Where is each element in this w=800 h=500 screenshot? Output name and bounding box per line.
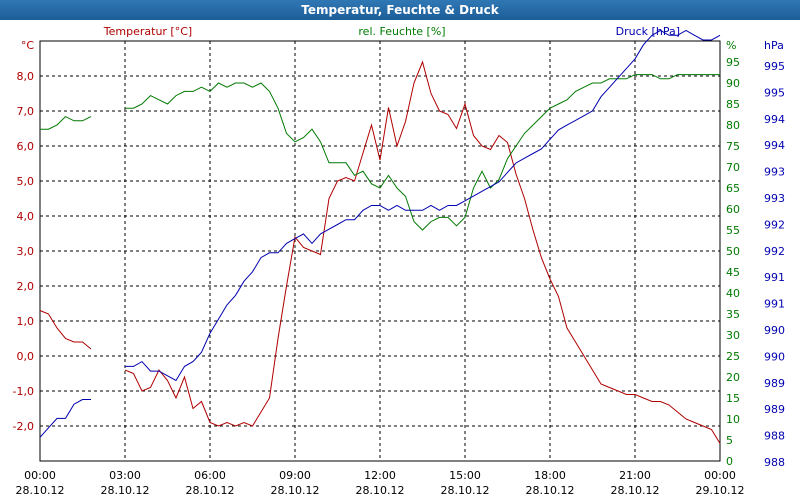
x-tick-date: 28.10.12 [526,484,575,497]
x-tick-time: 00:00 [24,469,56,482]
temp-tick-label: 8,0 [17,70,35,83]
hum-series-line [125,74,720,231]
hum-tick-label: 45 [726,266,740,279]
temp-tick-label: 7,0 [17,105,35,118]
hum-tick-label: 55 [726,224,740,237]
hum-tick-label: 65 [726,182,740,195]
x-tick-date: 28.10.12 [611,484,660,497]
hum-tick-label: 75 [726,140,740,153]
x-tick-time: 15:00 [449,469,481,482]
press-tick-label: 993 [764,166,785,179]
x-tick-time: 00:00 [704,469,736,482]
press-axis-unit: hPa [764,39,784,52]
press-tick-label: 990 [764,324,785,337]
press-tick-label: 991 [764,271,785,284]
press-tick-label: 988 [764,456,785,469]
hum-series-line [40,115,92,130]
x-tick-time: 03:00 [109,469,141,482]
temp-tick-label: 0,0 [17,350,35,363]
press-tick-label: 989 [764,403,785,416]
hum-tick-label: 40 [726,287,740,300]
hum-axis-label: rel. Feuchte [%] [358,25,445,38]
hum-tick-label: 70 [726,161,740,174]
temp-series-line [124,60,721,444]
hum-tick-label: 50 [726,245,740,258]
x-tick-date: 29.10.12 [696,484,745,497]
hum-axis-unit: % [726,39,736,52]
hum-tick-label: 90 [726,77,740,90]
x-tick-date: 28.10.12 [16,484,65,497]
press-tick-label: 992 [764,218,785,231]
press-tick-label: 995 [764,60,785,73]
axis-ticks: 8,0 7,0 6,0 5,0 4,0 3,0 2,0 1,0 0,0 -1,0 -2,0 00:00… [13,56,785,497]
hum-tick-label: 25 [726,350,740,363]
hum-tick-label: 10 [726,413,740,426]
temp-tick-label: 3,0 [17,245,35,258]
temp-tick-label: -2,0 [13,420,34,433]
chart-title: Temperatur, Feuchte & Druck [0,0,800,20]
x-tick-date: 28.10.12 [271,484,320,497]
hum-tick-label: 95 [726,56,740,69]
x-tick-time: 18:00 [534,469,566,482]
series-lines [39,29,721,444]
press-tick-label: 988 [764,430,785,443]
press-tick-label: 992 [764,245,785,258]
hum-tick-label: 80 [726,119,740,132]
press-tick-label: 991 [764,298,785,311]
press-tick-label: 990 [764,350,785,363]
temp-tick-label: 1,0 [17,315,35,328]
press-tick-label: 993 [764,192,785,205]
press-tick-label: 995 [764,86,785,99]
hum-tick-label: 35 [726,308,740,321]
x-tick-time: 21:00 [619,469,651,482]
hum-tick-label: 5 [726,434,733,447]
hum-tick-label: 15 [726,392,740,405]
temp-axis-label: Temperatur [°C] [103,25,192,38]
x-tick-date: 28.10.12 [356,484,405,497]
hum-tick-label: 85 [726,98,740,111]
temp-tick-label: 4,0 [17,210,35,223]
hum-tick-label: 60 [726,203,740,216]
hum-tick-label: 0 [726,455,733,468]
press-series-line [125,29,721,382]
temp-tick-label: 6,0 [17,140,35,153]
hum-tick-label: 20 [726,371,740,384]
temp-axis-unit: °C [21,39,35,52]
press-axis-label: Druck [hPa] [616,25,680,38]
x-tick-time: 09:00 [279,469,311,482]
x-tick-date: 28.10.12 [186,484,235,497]
x-tick-date: 28.10.12 [101,484,150,497]
temp-tick-label: 2,0 [17,280,35,293]
press-tick-label: 989 [764,377,785,390]
x-tick-date: 28.10.12 [441,484,490,497]
x-tick-time: 12:00 [364,469,396,482]
x-tick-time: 06:00 [194,469,226,482]
temp-tick-label: 5,0 [17,175,35,188]
press-tick-label: 994 [764,139,785,152]
temp-tick-label: -1,0 [13,385,34,398]
gridlines [40,41,720,461]
hum-tick-label: 30 [726,329,740,342]
press-tick-label: 994 [764,113,785,126]
press-series-line [39,399,91,438]
temp-series-line [39,310,92,350]
